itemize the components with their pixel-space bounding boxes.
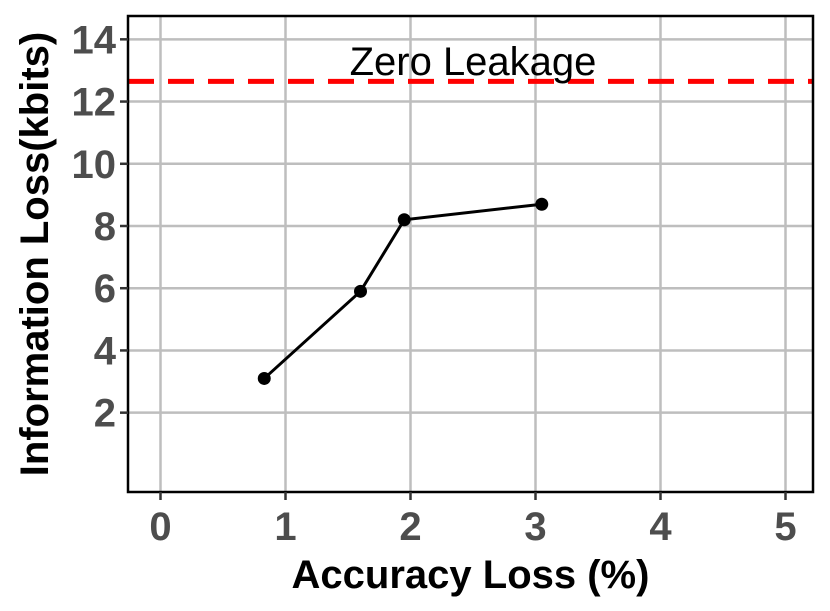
y-tick-label: 2 <box>94 392 116 436</box>
y-tick-label: 14 <box>72 18 117 62</box>
x-tick-label: 0 <box>149 505 171 549</box>
x-tick-label: 2 <box>399 505 421 549</box>
data-point <box>535 197 549 211</box>
data-point <box>354 284 367 298</box>
y-tick-label: 12 <box>72 81 117 125</box>
data-point <box>257 371 271 385</box>
y-tick-label: 6 <box>94 267 116 311</box>
y-axis-title: Information Loss(kbits) <box>13 32 57 476</box>
data-point <box>397 213 411 227</box>
plot-frame <box>126 14 815 494</box>
x-axis-title: Accuracy Loss (%) <box>292 553 650 597</box>
y-tick-label: 4 <box>94 329 117 373</box>
x-tick-label: 4 <box>649 505 672 549</box>
grid <box>128 16 813 492</box>
x-tick-label: 3 <box>524 505 546 549</box>
y-tick-label: 10 <box>72 143 117 187</box>
series-line <box>263 202 542 380</box>
zero-leakage-annotation: Zero Leakage <box>350 40 597 84</box>
series-layer <box>257 197 549 385</box>
x-tick-label: 1 <box>274 505 296 549</box>
x-tick-label: 5 <box>774 505 796 549</box>
y-tick-label: 8 <box>94 205 116 249</box>
